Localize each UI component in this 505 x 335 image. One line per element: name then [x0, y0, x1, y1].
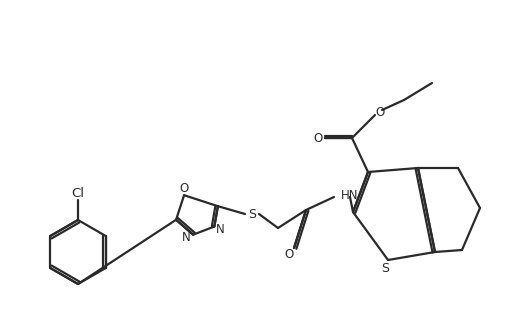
Text: Cl: Cl	[72, 187, 84, 200]
Text: N: N	[216, 223, 225, 236]
Text: O: O	[284, 249, 293, 262]
Text: O: O	[375, 106, 385, 119]
Text: HN: HN	[341, 189, 359, 201]
Text: O: O	[314, 132, 323, 144]
Text: S: S	[248, 207, 256, 220]
Text: O: O	[179, 182, 189, 195]
Text: S: S	[381, 263, 389, 275]
Text: N: N	[182, 231, 190, 244]
